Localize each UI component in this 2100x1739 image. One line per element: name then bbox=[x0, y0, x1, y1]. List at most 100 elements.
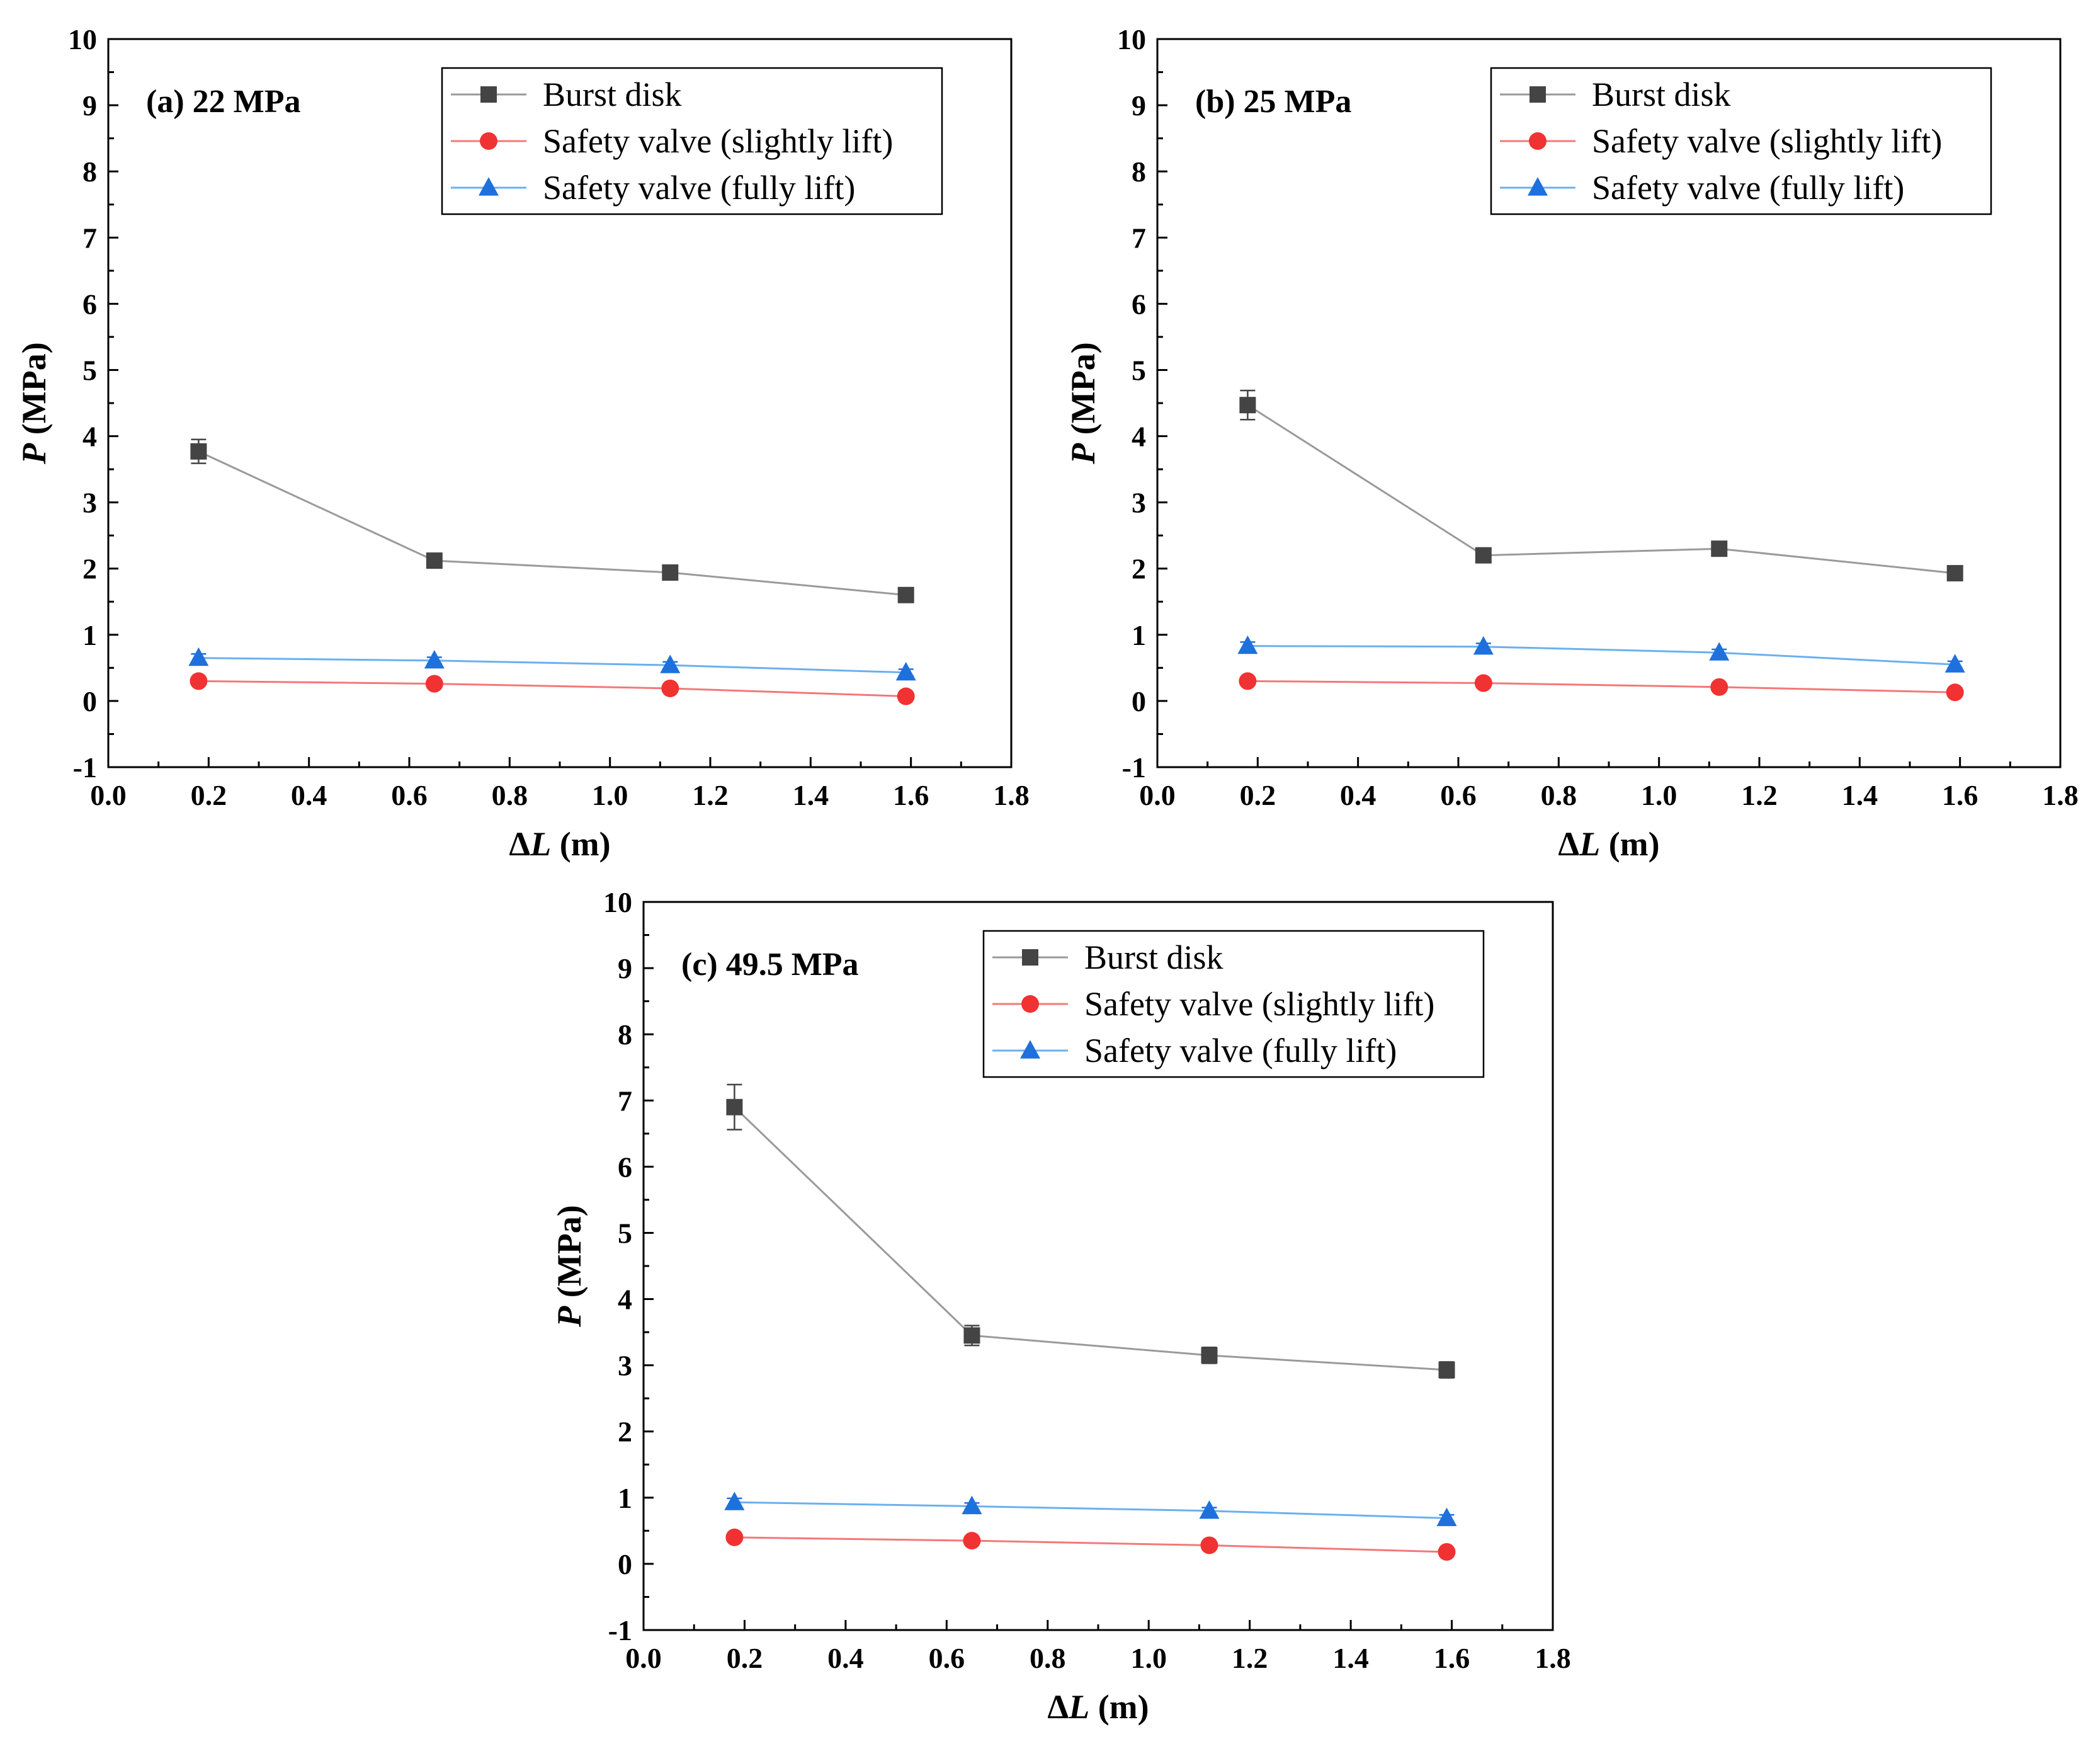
data-point bbox=[660, 654, 681, 673]
y-tick-label: 0 bbox=[618, 1548, 632, 1580]
data-point bbox=[962, 1495, 982, 1515]
y-axis-label-var: P bbox=[550, 1306, 588, 1328]
data-point bbox=[1946, 683, 1964, 702]
series-square bbox=[726, 1083, 1455, 1379]
legend-marker bbox=[1530, 86, 1546, 103]
y-tick-label: 6 bbox=[1132, 288, 1146, 320]
series-circle bbox=[725, 1528, 1456, 1561]
x-tick-label: 0.4 bbox=[827, 1642, 864, 1674]
y-tick-label: 9 bbox=[1132, 89, 1146, 122]
series-circle bbox=[190, 672, 915, 705]
data-point bbox=[662, 564, 679, 581]
legend-label: Safety valve (slightly lift) bbox=[543, 122, 893, 160]
series-line bbox=[1247, 404, 1955, 574]
data-point bbox=[963, 1327, 980, 1344]
x-tick-label: 0.0 bbox=[1139, 779, 1176, 811]
data-point bbox=[1239, 672, 1257, 690]
data-point bbox=[426, 552, 443, 569]
x-tick-label: 0.2 bbox=[1240, 779, 1276, 811]
legend-label: Safety valve (fully lift) bbox=[1592, 169, 1904, 207]
data-point bbox=[897, 687, 915, 705]
series-line bbox=[734, 1106, 1447, 1371]
y-tick-label: 0 bbox=[82, 685, 97, 717]
x-axis-label: ΔL (m) bbox=[509, 825, 610, 863]
data-point bbox=[661, 679, 679, 697]
x-tick-label: 0.8 bbox=[1030, 1642, 1066, 1674]
y-axis-label: P (MPa) bbox=[550, 1205, 588, 1327]
y-tick-label: 9 bbox=[82, 89, 97, 122]
data-point bbox=[1200, 1536, 1218, 1554]
legend-label: Safety valve (fully lift) bbox=[1084, 1032, 1397, 1069]
x-axis-label-var: L bbox=[1579, 825, 1600, 863]
data-point bbox=[1199, 1500, 1220, 1519]
y-tick-label: 9 bbox=[618, 952, 632, 984]
x-tick-label: 0.6 bbox=[1440, 779, 1477, 811]
data-point bbox=[1473, 636, 1494, 655]
x-tick-label: 1.8 bbox=[993, 779, 1030, 811]
x-tick-label: 0.6 bbox=[391, 779, 428, 811]
series-triangle bbox=[188, 647, 916, 681]
x-axis-label-prefix: Δ bbox=[1558, 825, 1579, 863]
y-tick-label: 6 bbox=[618, 1151, 632, 1183]
data-point bbox=[724, 1491, 745, 1510]
y-tick-label: 10 bbox=[603, 886, 632, 918]
x-tick-label: 0.6 bbox=[929, 1642, 965, 1674]
x-tick-label: 0.8 bbox=[492, 779, 528, 811]
y-tick-label: 10 bbox=[68, 23, 97, 55]
y-tick-label: 10 bbox=[1117, 23, 1146, 55]
panel-c: 0.0 0.2 0.4 0.6 0.8 1.0 1.2 1.4 1.6 1.8 -1 0 1 2 3 4 5 6 7… bbox=[550, 886, 1571, 1726]
y-axis-label-var: P bbox=[1064, 443, 1102, 465]
legend-marker bbox=[1022, 949, 1038, 966]
x-tick-label: 0.2 bbox=[727, 1642, 763, 1674]
legend-marker bbox=[480, 132, 497, 150]
data-point bbox=[897, 586, 914, 603]
x-tick-label: 0.0 bbox=[90, 779, 127, 811]
series-line bbox=[198, 450, 906, 596]
panel-b: 0.0 0.2 0.4 0.6 0.8 1.0 1.2 1.4 1.6 1.8 -1 0 1 2 3 4 5 6 7… bbox=[1064, 23, 2079, 863]
data-point bbox=[1946, 565, 1963, 582]
data-point bbox=[1438, 1361, 1455, 1378]
x-tick-label: 1.2 bbox=[692, 779, 729, 811]
data-point bbox=[1475, 547, 1492, 564]
series-line bbox=[1247, 680, 1955, 693]
y-tick-label: 2 bbox=[82, 553, 97, 585]
data-point bbox=[1709, 642, 1730, 661]
x-axis-label: ΔL (m) bbox=[1558, 825, 1659, 863]
data-point bbox=[1944, 654, 1965, 673]
data-point bbox=[190, 672, 208, 690]
data-point bbox=[1239, 397, 1256, 414]
x-tick-label: 0.2 bbox=[191, 779, 227, 811]
y-tick-label: 6 bbox=[82, 288, 97, 320]
series-square bbox=[190, 438, 914, 603]
x-tick-label: 1.2 bbox=[1741, 779, 1778, 811]
legend: Burst disk Safety valve (slightly lift) Sa… bbox=[982, 930, 1485, 1078]
y-tick-label: 3 bbox=[618, 1350, 632, 1382]
y-tick-label: 7 bbox=[82, 222, 97, 254]
legend-label: Burst disk bbox=[1084, 938, 1223, 976]
y-axis-label-unit: (MPa) bbox=[15, 342, 53, 443]
legend: Burst disk Safety valve (slightly lift) Sa… bbox=[441, 67, 943, 215]
y-tick-label: -1 bbox=[73, 751, 97, 784]
y-axis-label: P (MPa) bbox=[15, 342, 53, 464]
y-tick-label: 8 bbox=[618, 1018, 632, 1051]
y-tick-label: -1 bbox=[1122, 751, 1146, 784]
x-tick-label: 1.4 bbox=[1332, 1642, 1369, 1674]
y-tick-label: 1 bbox=[82, 619, 97, 651]
legend-marker bbox=[479, 177, 499, 196]
data-point bbox=[190, 443, 207, 460]
y-tick-label: 2 bbox=[618, 1416, 632, 1448]
data-point bbox=[895, 661, 916, 681]
series-triangle bbox=[724, 1491, 1457, 1526]
legend-marker bbox=[480, 86, 497, 103]
y-tick-label: 8 bbox=[82, 156, 97, 188]
legend-box bbox=[1490, 67, 1992, 215]
y-tick-label: 5 bbox=[1132, 354, 1146, 386]
y-tick-label: 1 bbox=[618, 1482, 632, 1514]
y-tick-label: 4 bbox=[82, 421, 97, 453]
x-axis-label-var: L bbox=[1068, 1688, 1089, 1726]
y-tick-label: 3 bbox=[82, 487, 97, 519]
panel-title: (c) 49.5 MPa bbox=[681, 947, 859, 983]
x-tick-label: 1.0 bbox=[592, 779, 628, 811]
x-tick-label: 1.8 bbox=[1535, 1642, 1571, 1674]
y-tick-label: -1 bbox=[608, 1614, 632, 1646]
